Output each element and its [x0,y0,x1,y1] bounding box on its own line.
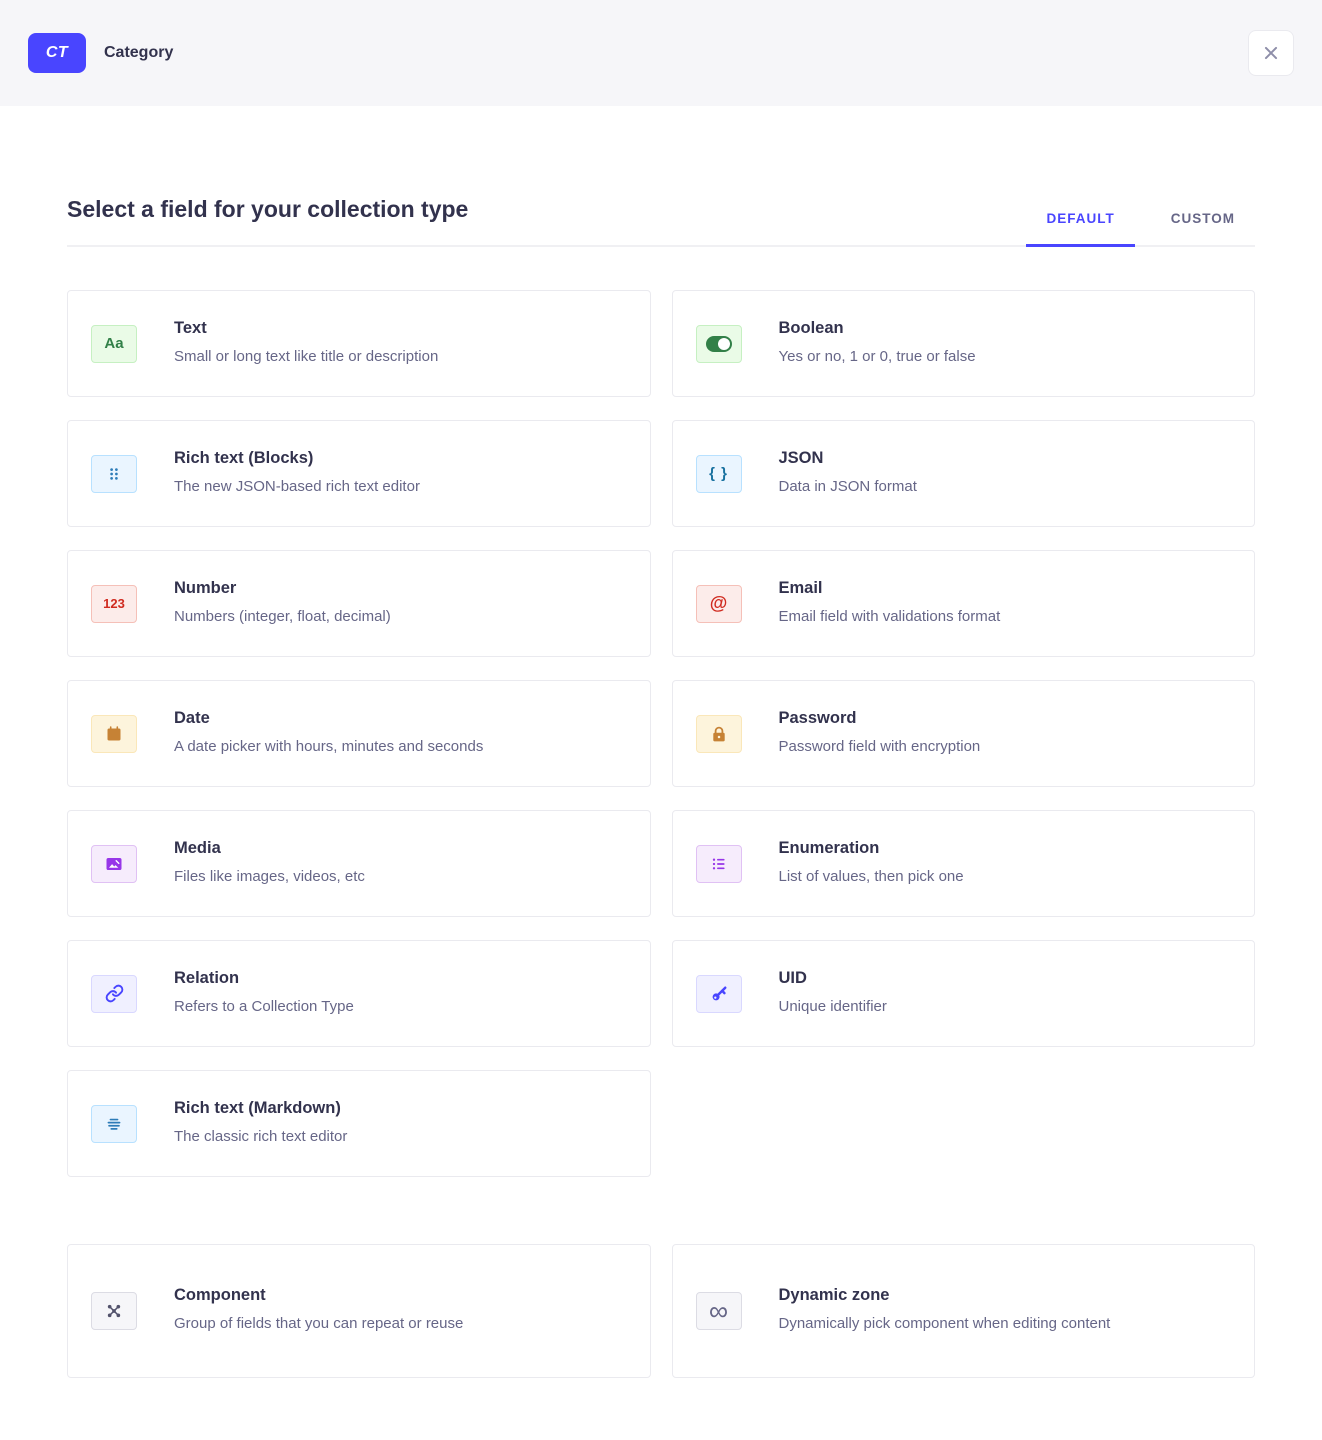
field-card-boolean[interactable]: Boolean Yes or no, 1 or 0, true or false [671,290,1255,397]
calendar-icon [91,714,137,753]
field-card-richtext-blocks[interactable]: Rich text (Blocks) The new JSON-based ri… [67,420,651,527]
field-card-number[interactable]: 123 Number Numbers (integer, float, deci… [67,550,651,657]
field-title: Relation [174,968,240,987]
field-card-uid[interactable]: UID Unique identifier [671,940,1255,1047]
field-description: Password field with encryption [778,737,981,755]
field-description: The classic rich text editor [174,1127,348,1145]
field-title: JSON [778,448,824,467]
field-title: Enumeration [778,838,880,857]
field-card-dynamic-zone[interactable]: ∞ Dynamic zone Dynamically pick componen… [671,1244,1255,1378]
field-card-json[interactable]: { } JSON Data in JSON format [671,420,1255,527]
field-description: Files like images, videos, etc [174,867,365,885]
aa-text-icon: Aa [91,324,137,363]
field-description: The new JSON-based rich text editor [174,477,420,495]
field-card-date[interactable]: Date A date picker with hours, minutes a… [67,680,651,787]
field-card-richtext-markdown[interactable]: Rich text (Markdown) The classic rich te… [67,1070,651,1177]
field-title: Boolean [778,318,844,337]
drag-dots-icon [91,454,137,493]
chain-link-icon [91,974,137,1013]
title-row: Select a field for your collection type … [67,196,1255,247]
field-description: A date picker with hours, minutes and se… [174,737,484,755]
default-fields-grid: Aa Text Small or long text like title or… [67,290,1255,1177]
page-title: Select a field for your collection type [67,196,469,222]
key-icon [695,974,742,1013]
field-description: Dynamically pick component when editing … [778,1315,1111,1333]
field-title: Number [174,578,237,597]
field-description: Numbers (integer, float, decimal) [174,607,391,625]
field-card-email[interactable]: @ Email Email field with validations for… [671,550,1255,657]
tab-default[interactable]: DEFAULT [1026,205,1135,247]
field-card-text[interactable]: Aa Text Small or long text like title or… [67,290,651,397]
field-title: Component [174,1286,266,1305]
field-description: List of values, then pick one [778,867,964,885]
modal-header: CT Category [0,0,1322,106]
field-card-media[interactable]: Media Files like images, videos, etc [67,810,651,917]
field-card-relation[interactable]: Relation Refers to a Collection Type [67,940,651,1047]
nodes-icon [91,1292,137,1330]
field-title: Dynamic zone [778,1286,890,1305]
field-description: Small or long text like title or descrip… [174,347,439,365]
field-description: Email field with validations format [778,607,1001,625]
field-title: Media [174,838,221,857]
close-icon [1260,42,1282,64]
collection-type-badge: CT [28,33,86,73]
lock-icon [695,714,742,753]
bullet-list-icon [695,844,742,883]
field-title: Rich text (Blocks) [174,448,314,467]
field-title: Date [174,708,210,727]
field-description: Refers to a Collection Type [174,997,354,1015]
field-title: Rich text (Markdown) [174,1098,341,1117]
paragraph-lines-icon [91,1104,137,1143]
advanced-fields-grid: Component Group of fields that you can r… [67,1244,1255,1378]
field-description: Group of fields that you can repeat or r… [174,1315,464,1333]
field-title: UID [778,968,807,987]
field-description: Data in JSON format [778,477,917,495]
tabs: DEFAULT CUSTOM [1026,205,1255,247]
one-two-three-icon: 123 [91,584,137,623]
field-card-password[interactable]: Password Password field with encryption [671,680,1255,787]
curly-braces-icon: { } [695,454,742,493]
field-title: Email [778,578,823,597]
collection-name: Category [104,44,174,61]
close-button[interactable] [1248,30,1294,76]
field-title: Text [174,318,207,337]
toggle-icon [695,324,742,363]
field-description: Yes or no, 1 or 0, true or false [778,347,976,365]
field-card-component[interactable]: Component Group of fields that you can r… [67,1244,651,1378]
field-title: Password [778,708,857,727]
modal-body: Select a field for your collection type … [0,106,1322,1378]
field-description: Unique identifier [778,997,887,1015]
infinity-icon: ∞ [695,1292,742,1330]
tab-custom[interactable]: CUSTOM [1170,211,1235,226]
picture-icon [91,844,137,883]
at-sign-icon: @ [695,584,742,623]
field-card-enumeration[interactable]: Enumeration List of values, then pick on… [671,810,1255,917]
